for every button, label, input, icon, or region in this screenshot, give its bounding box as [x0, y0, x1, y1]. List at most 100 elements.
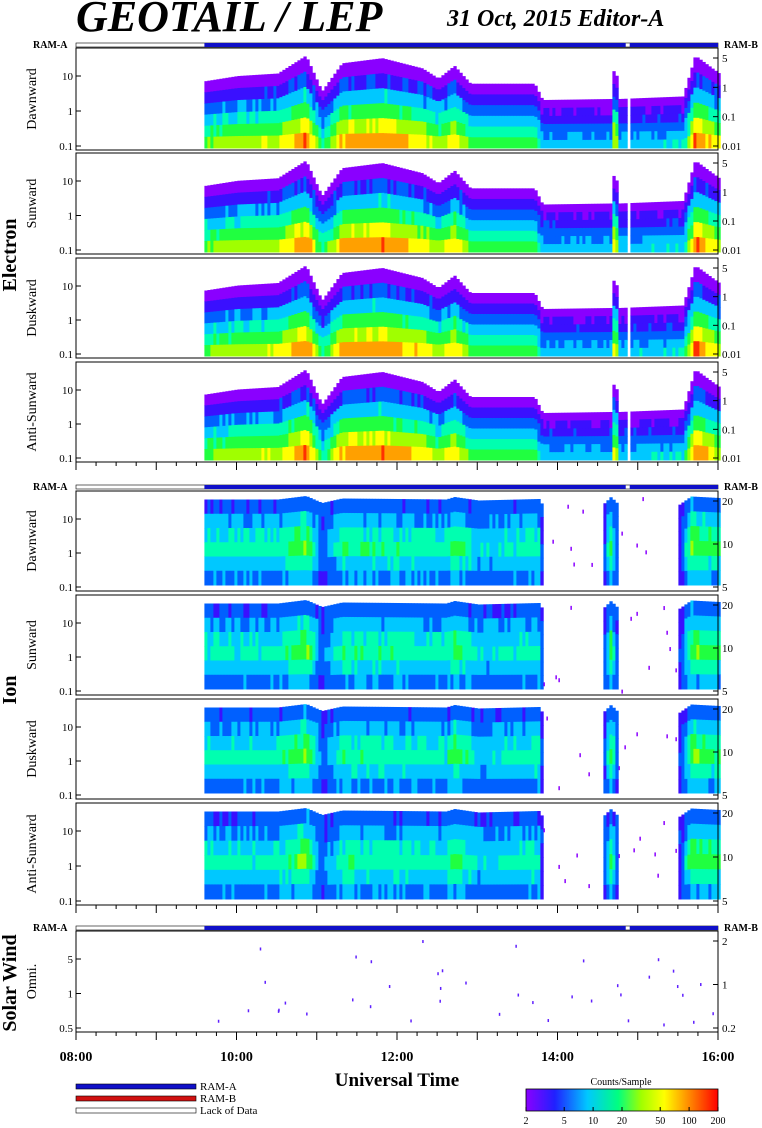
spectro-cell [594, 444, 598, 453]
spectro-cell [303, 445, 307, 461]
spectro-cell [252, 344, 256, 357]
spectro-cell [465, 541, 469, 557]
spectro-cell [624, 339, 628, 349]
spectro-cell [285, 290, 289, 305]
spectro-cell [591, 420, 595, 429]
spectro-cell [297, 388, 301, 404]
spectro-cell [456, 383, 460, 397]
spectro-cell [339, 527, 343, 543]
spectro-cell [351, 389, 355, 405]
spectro-cell [393, 541, 397, 557]
spectro-cell [321, 327, 325, 338]
spectro-cell [420, 225, 424, 240]
spectro-cell [708, 380, 712, 394]
spectro-cell [270, 307, 274, 321]
spectro-cell [330, 298, 334, 311]
spectro-cell [507, 428, 511, 440]
spectro-cell [585, 99, 589, 108]
spectro-cell [396, 299, 400, 315]
spectro-cell [609, 324, 613, 333]
spectro-cell [459, 177, 463, 191]
spectro-cell [699, 402, 703, 418]
spectro-cell [480, 314, 484, 325]
spectro-cell [558, 444, 562, 453]
spectro-cell [504, 198, 508, 211]
spectro-cell [294, 570, 298, 586]
spectro-cell [705, 328, 709, 343]
spectro-cell [279, 97, 283, 111]
spectro-cell [603, 99, 607, 108]
spectro-cell [303, 191, 307, 208]
spectro-cell [372, 178, 376, 194]
spectro-cell [327, 291, 331, 303]
spectro-cell [216, 426, 220, 439]
spectro-cell [396, 570, 400, 586]
right-tick-label: 0.01 [722, 141, 741, 153]
spectro-cell [264, 111, 268, 124]
spectro-cell [714, 135, 718, 149]
spectro-cell [576, 412, 580, 421]
spectro-cell [351, 90, 355, 106]
spectro-cell [684, 420, 688, 432]
spectro-cell [507, 335, 511, 346]
spectro-cell [276, 295, 280, 308]
spectro-cell [261, 86, 265, 100]
spectro-cell [642, 202, 646, 212]
spectro-cell [345, 195, 349, 211]
spectro-cell [678, 235, 682, 245]
spectro-cell [213, 206, 217, 219]
spectro-cell [480, 220, 484, 232]
spectro-cell [396, 166, 400, 182]
spectro-cell [633, 435, 637, 445]
spectro-cell [489, 439, 493, 450]
spectro-cell [498, 241, 502, 253]
spectro-cell [597, 420, 601, 429]
spectro-cell [660, 331, 664, 340]
spectro-cell [246, 204, 250, 217]
spectro-cell [606, 115, 610, 125]
spectro-cell [375, 73, 379, 90]
spectro-cell [357, 90, 361, 106]
spectro-cell [504, 220, 508, 232]
spectro-cell [255, 123, 259, 137]
spectro-cell [411, 184, 415, 199]
spectro-cell [663, 306, 667, 316]
spectro-cell [222, 287, 226, 300]
spectro-cell [261, 499, 265, 515]
spectro-cell [648, 122, 652, 132]
spectro-cell [717, 202, 721, 216]
spectro-cell [468, 345, 472, 357]
spectro-cell [213, 344, 217, 357]
spectro-cell [255, 308, 259, 321]
spectro-cell [342, 432, 346, 447]
spectro-cell [432, 228, 436, 241]
spectro-cell [315, 514, 319, 530]
spectro-cell [444, 435, 448, 449]
spectro-cell [519, 303, 523, 315]
spectro-cell [309, 498, 313, 514]
spectro-cell [591, 235, 595, 245]
spectro-cell [339, 378, 343, 393]
spectro-cell [240, 297, 244, 310]
spectro-cell [615, 123, 619, 137]
spectro-cell [318, 501, 322, 517]
spectro-cell [321, 318, 325, 329]
spectro-cell [261, 227, 265, 241]
spectro-cell [573, 236, 577, 245]
spectro-cell [213, 426, 217, 439]
spectro-cell [411, 329, 415, 344]
spectro-cell [402, 328, 406, 343]
spectro-cell [648, 131, 652, 141]
spectro-cell [246, 344, 250, 357]
spectro-cell [612, 71, 616, 85]
spectro-cell [309, 406, 313, 421]
spectro-cell [519, 115, 523, 128]
spectro-cell [249, 332, 253, 345]
spectro-cell [456, 512, 460, 528]
spectro-cell [291, 418, 295, 434]
spectro-cell [573, 107, 577, 117]
spectro-cell [528, 94, 532, 106]
spectro-cell [330, 542, 334, 558]
spectro-cell [399, 499, 403, 514]
spectro-cell [621, 227, 625, 237]
